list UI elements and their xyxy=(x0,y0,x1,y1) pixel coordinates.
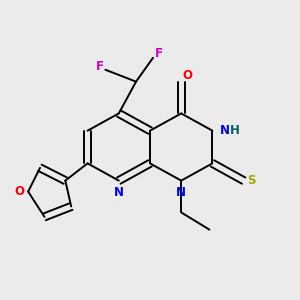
Text: O: O xyxy=(14,185,24,198)
Text: N: N xyxy=(176,186,186,199)
Text: O: O xyxy=(182,69,192,82)
Text: N: N xyxy=(220,124,230,137)
Text: H: H xyxy=(230,124,240,137)
Text: S: S xyxy=(247,174,255,187)
Text: F: F xyxy=(155,47,163,60)
Text: N: N xyxy=(114,186,124,199)
Text: F: F xyxy=(95,60,104,73)
